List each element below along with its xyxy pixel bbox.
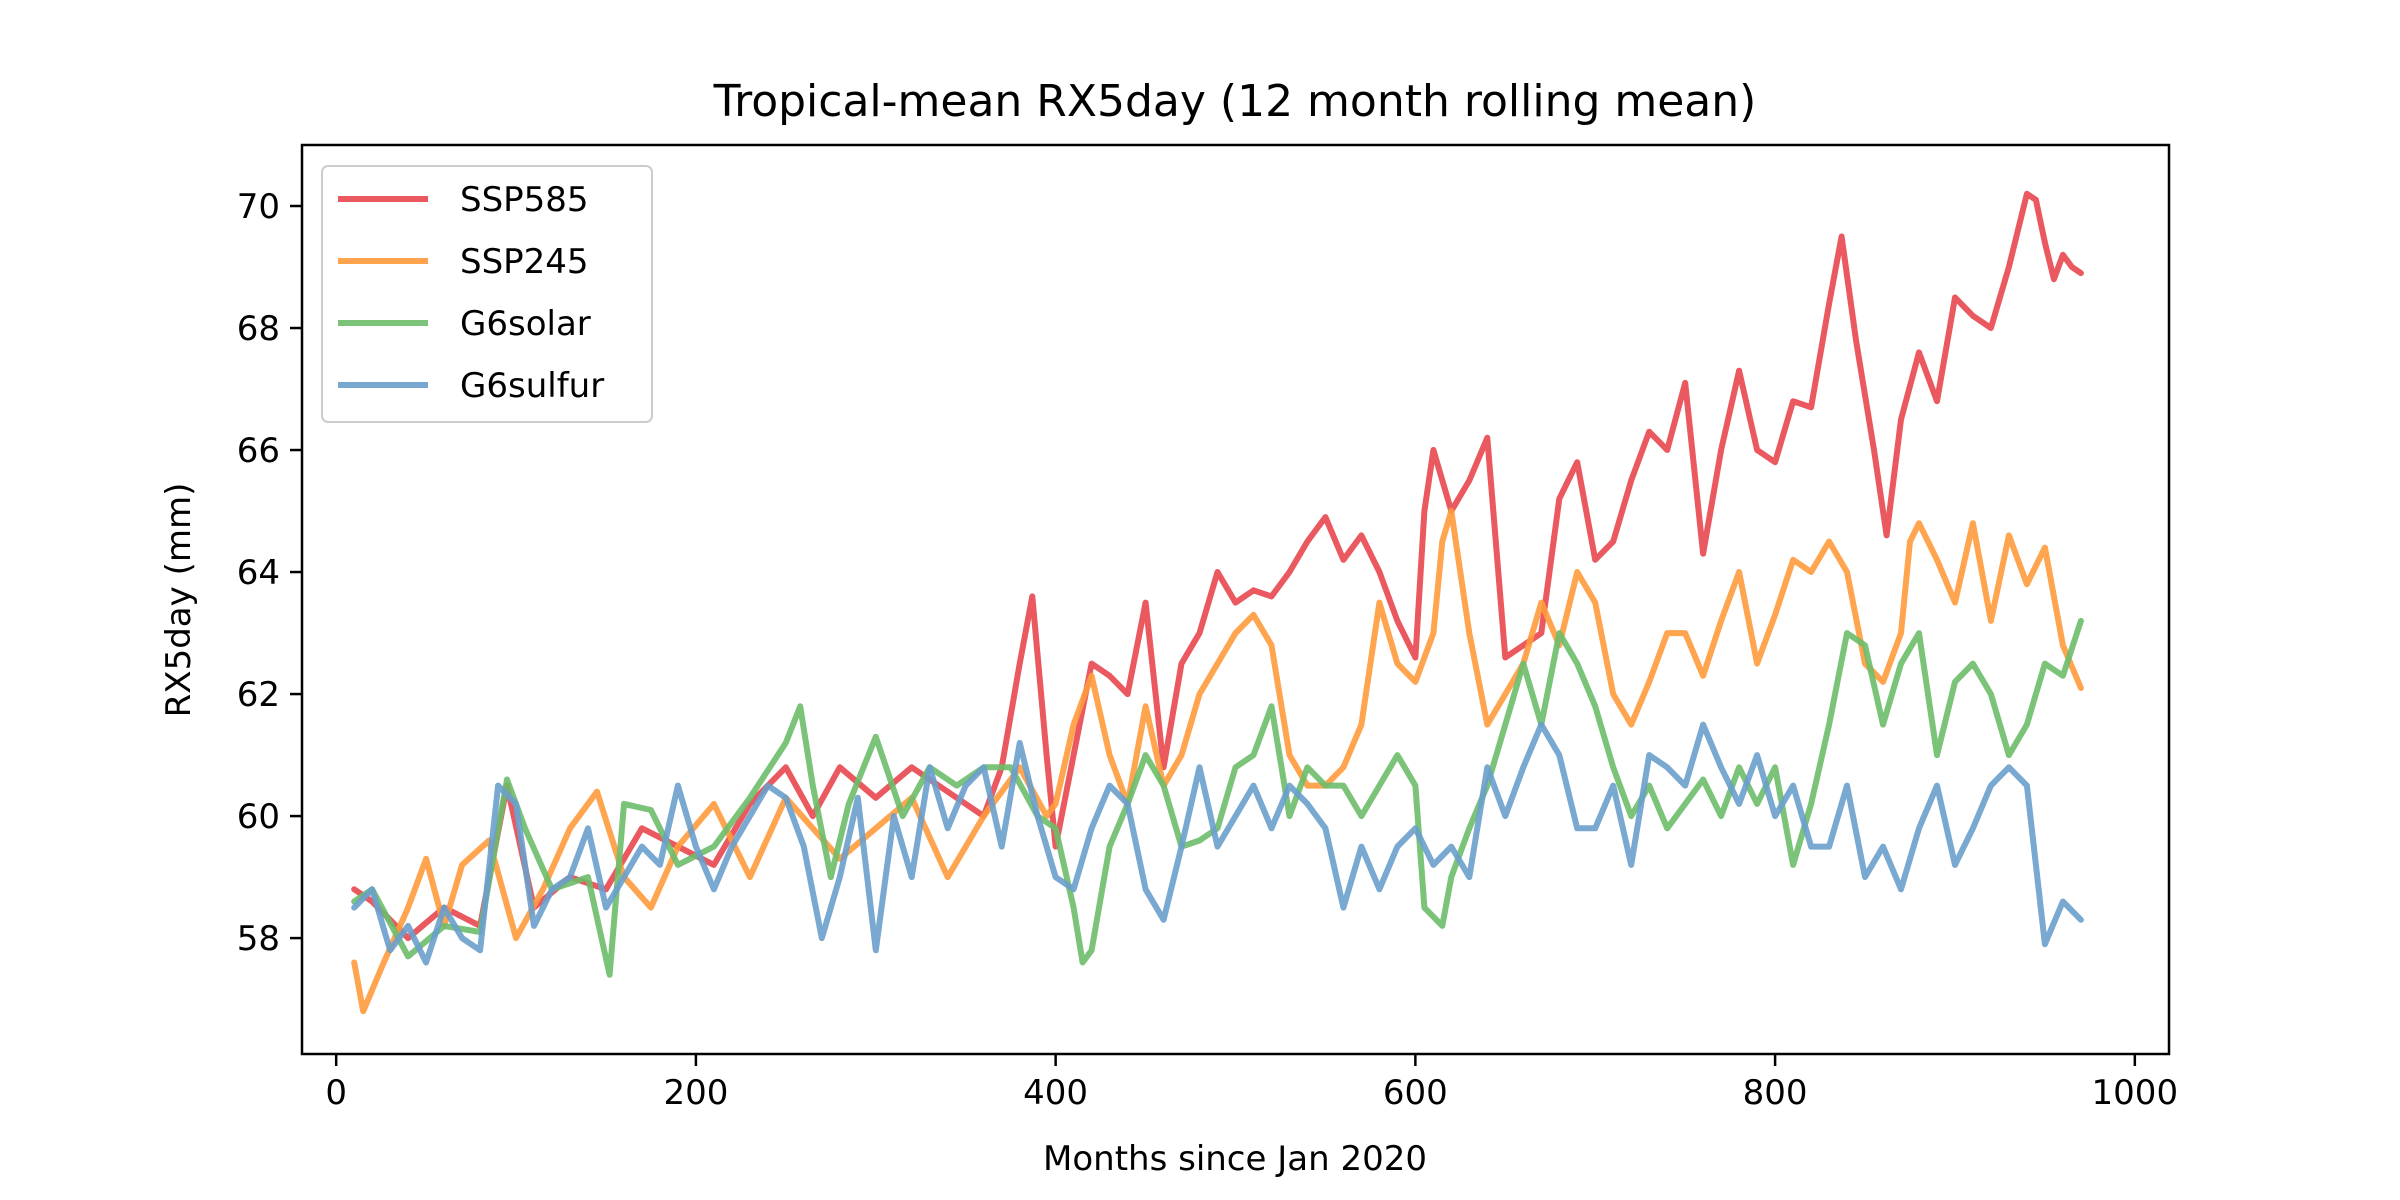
x-tick-label: 0	[325, 1073, 347, 1113]
y-tick-label: 64	[237, 553, 280, 593]
y-tick-label: 66	[237, 431, 280, 471]
x-tick-label: 400	[1023, 1073, 1088, 1113]
series-line-ssp585	[351, 190, 2084, 942]
x-axis: 0 200 400 600 800 1000	[325, 1054, 2178, 1113]
plot-frame	[300, 143, 2171, 1056]
series-line-ssp245	[351, 508, 2084, 1015]
y-tick-label: 70	[237, 187, 280, 227]
legend-box	[321, 165, 653, 423]
y-tick-label: 58	[237, 919, 280, 959]
y-tick-label: 68	[237, 309, 280, 349]
legend-label-ssp245: SSP245	[460, 242, 589, 282]
y-axis-label: RX5day (mm)	[159, 483, 199, 718]
legend-label-g6solar: G6solar	[460, 304, 591, 344]
series-line-g6sulfur	[351, 721, 2084, 966]
x-tick-label: 1000	[2092, 1073, 2179, 1113]
y-axis: 58 60 62 64 66 68 70	[237, 187, 302, 959]
y-tick-label: 60	[237, 797, 280, 837]
legend-label-g6sulfur: G6sulfur	[460, 366, 604, 406]
x-axis-label: Months since Jan 2020	[1043, 1139, 1427, 1179]
chart-title: Tropical-mean RX5day (12 month rolling m…	[713, 76, 1757, 127]
series-line-g6solar	[351, 617, 2084, 978]
x-tick-label: 200	[663, 1073, 728, 1113]
x-tick-label: 600	[1383, 1073, 1448, 1113]
y-tick-label: 62	[237, 675, 280, 715]
legend-label-ssp585: SSP585	[460, 180, 589, 220]
x-tick-label: 800	[1743, 1073, 1808, 1113]
legend: SSP585 SSP245 G6solar G6sulfur	[321, 165, 653, 423]
